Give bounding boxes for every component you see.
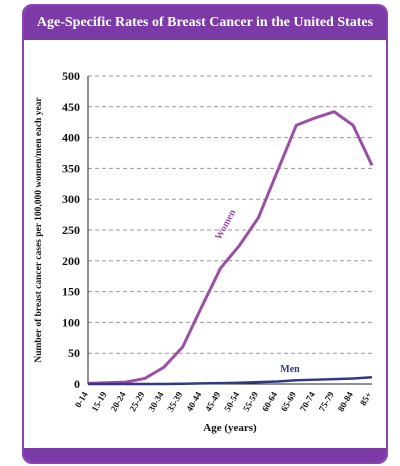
x-tick-label: 25-29 bbox=[127, 390, 146, 414]
chart-panel: Age-Specific Rates of Breast Cancer in t… bbox=[22, 4, 388, 464]
y-tick-label: 400 bbox=[62, 131, 80, 145]
y-axis-label: Number of breast cancer cases per 100,00… bbox=[34, 97, 44, 363]
y-tick-label: 0 bbox=[74, 377, 80, 391]
series-label-women: Women bbox=[213, 207, 238, 241]
x-tick-label: 45-49 bbox=[203, 390, 222, 414]
x-tick-label: 80-84 bbox=[336, 390, 355, 414]
y-tick-label: 250 bbox=[62, 223, 80, 237]
y-tick-labels: 0 50 100 150 200 250 300 350 400 450 500 bbox=[62, 69, 80, 391]
x-tick-label: 75-79 bbox=[317, 390, 336, 414]
y-tick-label: 100 bbox=[62, 315, 80, 329]
x-tick-label: 0-14 bbox=[73, 390, 90, 410]
x-tick-label: 60-64 bbox=[260, 390, 279, 414]
x-tick-label: 50-54 bbox=[222, 390, 241, 414]
grid-lines bbox=[88, 75, 372, 354]
x-tick-label: 65-69 bbox=[279, 390, 298, 414]
y-tick-label: 300 bbox=[62, 192, 80, 206]
chart-title: Age-Specific Rates of Breast Cancer in t… bbox=[24, 6, 386, 40]
y-tick-label: 150 bbox=[62, 285, 80, 299]
y-tick-label: 200 bbox=[62, 254, 80, 268]
series-line-men bbox=[88, 375, 373, 386]
x-tick-label: 85+ bbox=[358, 390, 374, 407]
x-tick-label: 15-19 bbox=[90, 390, 109, 414]
series-label-men: Men bbox=[280, 364, 300, 375]
y-tick-label: 50 bbox=[68, 346, 80, 360]
y-tick-label: 500 bbox=[62, 69, 80, 83]
y-tick-label: 450 bbox=[62, 100, 80, 114]
bottom-bar bbox=[24, 448, 386, 462]
x-axis-label: Age (years) bbox=[203, 422, 257, 434]
x-tick-label: 30-34 bbox=[146, 390, 165, 414]
x-tick-label: 70-74 bbox=[298, 390, 317, 414]
x-tick-labels: 0-14 15-19 20-24 25-29 30-34 35-39 40-44 45-49 5… bbox=[73, 390, 374, 414]
series-lines bbox=[87, 110, 374, 386]
series-line-women bbox=[87, 110, 374, 385]
y-tick-label: 350 bbox=[62, 161, 80, 175]
x-tick-label: 20-24 bbox=[108, 390, 127, 414]
x-tick-label: 55-59 bbox=[241, 390, 260, 414]
x-tick-label: 35-39 bbox=[165, 390, 184, 414]
x-tick-label: 40-44 bbox=[184, 390, 203, 414]
